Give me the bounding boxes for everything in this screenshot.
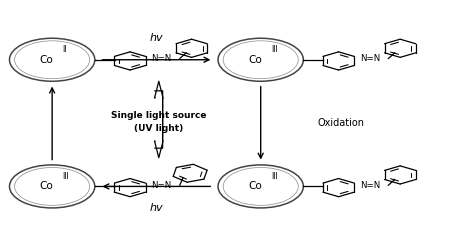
Text: N=N: N=N: [152, 181, 172, 190]
Text: Co: Co: [39, 181, 54, 191]
Text: III: III: [63, 172, 69, 181]
Circle shape: [9, 165, 95, 208]
Text: Single light source
(UV light): Single light source (UV light): [111, 111, 207, 133]
Text: N=N: N=N: [360, 181, 381, 190]
Circle shape: [218, 38, 303, 81]
Circle shape: [218, 165, 303, 208]
Text: Co: Co: [248, 55, 262, 65]
Text: Co: Co: [248, 181, 262, 191]
Text: Oxidation: Oxidation: [318, 118, 365, 128]
Text: III: III: [271, 45, 278, 54]
Text: hv: hv: [150, 33, 163, 43]
Circle shape: [9, 38, 95, 81]
Text: hv: hv: [150, 203, 163, 213]
Text: III: III: [271, 172, 278, 181]
Text: N=N: N=N: [152, 54, 172, 63]
Text: N=N: N=N: [360, 54, 381, 63]
Text: II: II: [63, 45, 67, 54]
Text: Co: Co: [39, 55, 54, 65]
